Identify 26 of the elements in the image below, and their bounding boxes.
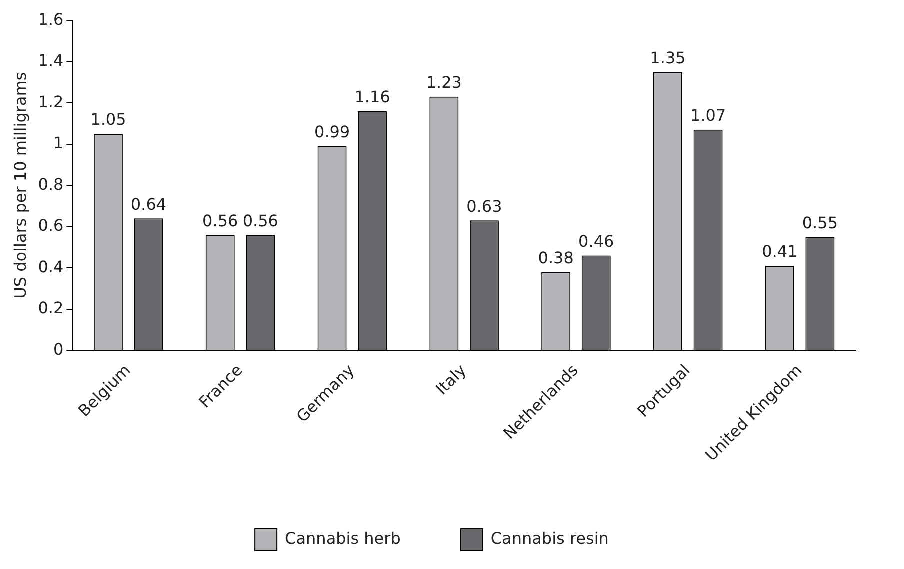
y-tick-label: 0.2 — [38, 298, 64, 318]
y-axis-title: US dollars per 10 milligrams — [10, 72, 30, 299]
y-tick-label: 0.8 — [38, 174, 64, 194]
data-label: 1.35 — [650, 48, 686, 68]
data-label: 1.23 — [426, 73, 462, 92]
data-label: 0.38 — [538, 248, 574, 268]
legend-label: Cannabis resin — [490, 529, 609, 548]
data-label: 0.63 — [466, 196, 502, 216]
data-label: 0.55 — [802, 213, 838, 232]
data-label: 1.05 — [90, 110, 126, 130]
data-label: 0.56 — [242, 211, 278, 230]
data-label: 0.41 — [762, 242, 798, 262]
data-label: 0.46 — [578, 232, 614, 251]
y-tick-label: 1 — [53, 134, 64, 153]
y-tick-label: 0.4 — [38, 257, 64, 276]
y-tick-label: 1.6 — [38, 10, 64, 29]
data-label: 0.99 — [314, 122, 350, 142]
data-label: 1.07 — [690, 106, 726, 126]
legend-label: Cannabis herb — [285, 529, 401, 548]
data-label: 1.16 — [354, 88, 390, 107]
data-label: 0.56 — [202, 211, 238, 230]
y-tick-label: 1.4 — [38, 51, 64, 70]
y-tick-label: 0.6 — [38, 216, 64, 236]
y-tick-label: 1.2 — [38, 92, 64, 112]
data-label: 0.64 — [130, 194, 167, 214]
y-tick-label: 0 — [53, 340, 64, 359]
